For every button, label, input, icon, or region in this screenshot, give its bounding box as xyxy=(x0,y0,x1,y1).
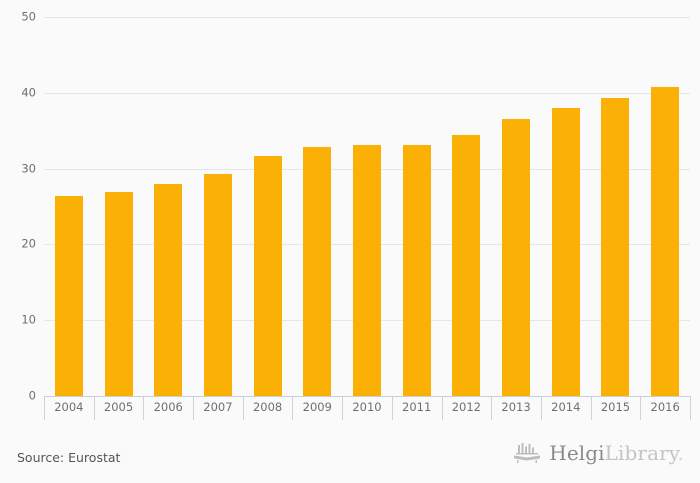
x-axis-separator xyxy=(243,396,244,420)
bar-2015[interactable] xyxy=(601,98,630,396)
x-axis-separator xyxy=(193,396,194,420)
bar-2016[interactable] xyxy=(651,86,680,396)
x-axis-separator xyxy=(690,396,691,420)
helgi-library-logo[interactable]: HelgiLibrary. xyxy=(512,442,684,464)
x-axis-separator xyxy=(392,396,393,420)
x-tick-label-2016: 2016 xyxy=(650,400,680,414)
x-tick-label-2015: 2015 xyxy=(600,400,631,414)
bar-2012[interactable] xyxy=(452,135,481,396)
bar-2005[interactable] xyxy=(104,192,133,396)
y-tick-label-30: 30 xyxy=(21,160,36,175)
x-axis-separator xyxy=(541,396,542,420)
x-axis-separator xyxy=(591,396,592,420)
bar-2006[interactable] xyxy=(154,183,183,396)
brand-name-secondary: Library xyxy=(604,441,678,465)
x-tick-label-2004: 2004 xyxy=(54,400,84,414)
x-axis-labels: 2004 2005 2006 2007 2008 2009 2010 2011 2012 2013… xyxy=(44,396,691,420)
y-tick-label-50: 50 xyxy=(21,9,36,24)
x-tick-label-2013: 2013 xyxy=(501,400,531,414)
x-axis-separator xyxy=(94,396,95,420)
y-tick-label-0: 0 xyxy=(28,388,36,403)
bars-layer xyxy=(44,17,690,396)
y-axis-labels: 0 10 20 30 40 50 xyxy=(0,11,36,401)
bar-2011[interactable] xyxy=(402,145,431,396)
y-tick-label-10: 10 xyxy=(21,312,36,327)
gridline-40 xyxy=(44,92,690,94)
x-axis-line xyxy=(44,396,690,397)
x-tick-label-2006: 2006 xyxy=(153,400,183,414)
bar-2007[interactable] xyxy=(203,173,232,396)
bar-2013[interactable] xyxy=(502,118,531,396)
x-tick-label-2005: 2005 xyxy=(103,400,134,414)
x-axis-separator xyxy=(491,396,492,420)
bar-2010[interactable] xyxy=(353,145,381,396)
y-tick-label-20: 20 xyxy=(21,236,36,251)
x-axis-separator xyxy=(442,396,443,420)
gridline-50 xyxy=(44,17,690,18)
x-axis-separator xyxy=(292,396,293,420)
x-tick-label-2009: 2009 xyxy=(302,400,332,414)
brand-name-suffix: . xyxy=(677,441,684,465)
x-axis-separator xyxy=(640,396,641,420)
x-tick-label-2008: 2008 xyxy=(252,400,283,414)
x-tick-label-2007: 2007 xyxy=(203,400,233,414)
bar-2008[interactable] xyxy=(253,156,282,396)
plot-area xyxy=(44,17,690,397)
x-axis-separator xyxy=(342,396,343,420)
x-axis-separator xyxy=(44,396,45,420)
bar-2004[interactable] xyxy=(54,195,83,396)
x-tick-label-2014: 2014 xyxy=(551,400,581,414)
x-tick-label-2010: 2010 xyxy=(352,400,382,414)
x-axis-separator xyxy=(143,396,144,420)
y-tick-label-40: 40 xyxy=(21,85,36,100)
x-tick-label-2011: 2011 xyxy=(402,400,432,414)
source-label: Source: Eurostat xyxy=(17,450,121,465)
bar-2009[interactable] xyxy=(303,146,332,396)
open-book-icon xyxy=(512,442,542,464)
bar-2014[interactable] xyxy=(551,107,580,396)
brand-name-primary: Helgi xyxy=(549,441,605,465)
chart-footer: Source: Eurostat H xyxy=(0,432,700,483)
x-tick-label-2012: 2012 xyxy=(451,400,482,414)
brand-wordmark: HelgiLibrary. xyxy=(549,443,684,463)
